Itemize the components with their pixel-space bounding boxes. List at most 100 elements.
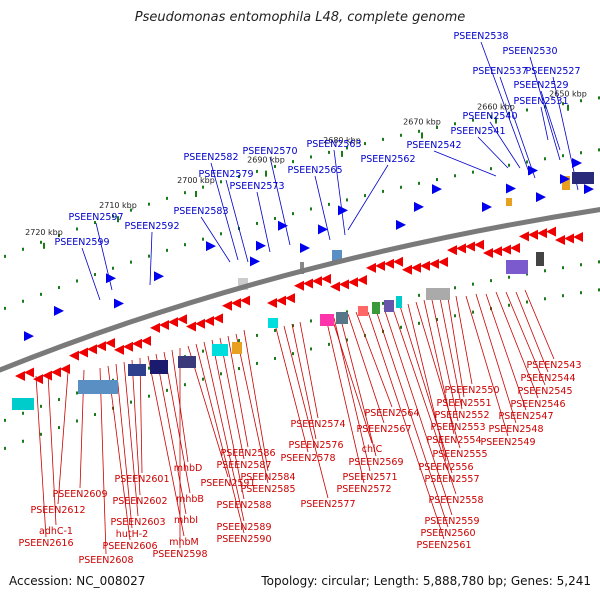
bottom-label-leader [291, 323, 317, 440]
bottom-gene-label: PSEEN2546 [510, 399, 565, 410]
bottom-gene-label: PSEEN2587 [216, 460, 271, 471]
kbp-marker-label: 2690 kbp [247, 156, 285, 165]
bottom-gene-label: PSEEN2564 [364, 408, 419, 419]
track-dot [292, 352, 294, 356]
top-gene-label: PSEEN2529 [513, 80, 568, 91]
bottom-label-leader [57, 371, 69, 505]
track-dot [472, 170, 474, 174]
track-dot [166, 388, 168, 392]
feature-block [372, 302, 380, 314]
bottom-label-leader [465, 295, 509, 437]
track-dot [184, 191, 186, 195]
track-dot [436, 177, 438, 181]
track-dot [508, 111, 510, 115]
track-dot [202, 185, 204, 189]
kbp-marker-tick [341, 150, 343, 157]
bottom-label-leader [524, 289, 555, 360]
reverse-gene-arrow [33, 374, 43, 385]
bottom-gene-label: PSEEN2606 [102, 541, 157, 552]
forward-gene-arrow [114, 298, 124, 309]
bottom-gene-label: PSEEN2548 [488, 424, 543, 435]
reverse-gene-arrow [375, 260, 385, 271]
forward-gene-arrow [300, 242, 310, 253]
bottom-gene-label: PSEEN2556 [418, 462, 473, 473]
top-gene-label: PSEEN2565 [287, 165, 342, 176]
top-label-leader [480, 41, 531, 176]
genome-backbone [0, 207, 600, 373]
kbp-marker-tick [43, 242, 45, 249]
track-dot [562, 266, 564, 270]
track-dot [562, 154, 564, 158]
track-dot [166, 196, 168, 200]
bottom-label-leader [47, 373, 57, 526]
reverse-gene-arrow [87, 344, 97, 355]
track-dot [76, 279, 78, 283]
track-dot [580, 263, 582, 267]
track-dot [238, 367, 240, 371]
track-dot [22, 439, 24, 443]
bottom-label-leader [211, 339, 245, 500]
track-dot [58, 286, 60, 290]
track-dot [364, 194, 366, 198]
track-dot [382, 301, 384, 305]
track-dot [58, 234, 60, 238]
track-dot [292, 160, 294, 164]
track-dot [112, 214, 114, 218]
reverse-gene-arrow [231, 298, 241, 309]
track-dot [436, 317, 438, 321]
kbp-marker-tick [567, 104, 569, 111]
top-gene-label: PSEEN2583 [173, 206, 228, 217]
top-label-leader [489, 121, 521, 169]
track-dot [562, 102, 564, 106]
reverse-gene-arrow [483, 248, 493, 259]
bottom-gene-label: PSEEN2602 [112, 496, 167, 507]
track-dot [148, 202, 150, 206]
track-dot [4, 254, 6, 258]
bottom-label-leader [107, 365, 131, 541]
reverse-gene-arrow [330, 281, 340, 292]
top-gene-label: PSEEN2537 [472, 66, 527, 77]
track-dot [490, 279, 492, 283]
track-dot [76, 419, 78, 423]
bottom-label-leader [283, 325, 329, 499]
bottom-label-leader [147, 355, 185, 537]
forward-gene-arrow [24, 331, 34, 342]
top-label-leader [499, 76, 536, 179]
bottom-label-leader [219, 337, 245, 460]
track-dot [256, 333, 258, 337]
reverse-gene-arrow [69, 350, 79, 361]
feature-block [238, 278, 248, 290]
reverse-gene-arrow [105, 337, 115, 348]
bottom-gene-label: PSEEN2554 [426, 435, 481, 446]
feature-block [536, 252, 544, 266]
top-label-leader [225, 179, 249, 263]
feature-block [268, 318, 278, 328]
reverse-gene-arrow [42, 370, 52, 381]
top-gene-label: PSEEN2542 [406, 140, 461, 151]
track-dot [4, 306, 6, 310]
reverse-gene-arrow [195, 318, 205, 329]
forward-gene-arrow [528, 165, 538, 176]
track-dot [346, 338, 348, 342]
forward-gene-arrow [256, 240, 266, 251]
top-label-leader [269, 156, 291, 246]
bottom-gene-label: PSEEN2586 [220, 448, 275, 459]
reverse-gene-arrow [114, 344, 124, 355]
top-label-leader [477, 136, 509, 169]
bottom-label-leader [299, 321, 319, 419]
top-gene-label: PSEEN2582 [183, 152, 238, 163]
track-dot [418, 129, 420, 133]
reverse-gene-arrow [393, 256, 403, 267]
track-dot [544, 269, 546, 273]
bottom-label-leader [495, 291, 539, 399]
bottom-label-leader [35, 375, 47, 538]
bottom-gene-label: PSEEN2609 [52, 489, 107, 500]
track-dot [22, 411, 24, 415]
top-gene-label: PSEEN2541 [450, 126, 505, 137]
track-dot [310, 155, 312, 159]
feature-block [562, 176, 570, 190]
bottom-gene-label: adhC-1 [39, 526, 73, 537]
track-dot [544, 157, 546, 161]
reverse-gene-arrow [132, 338, 142, 349]
